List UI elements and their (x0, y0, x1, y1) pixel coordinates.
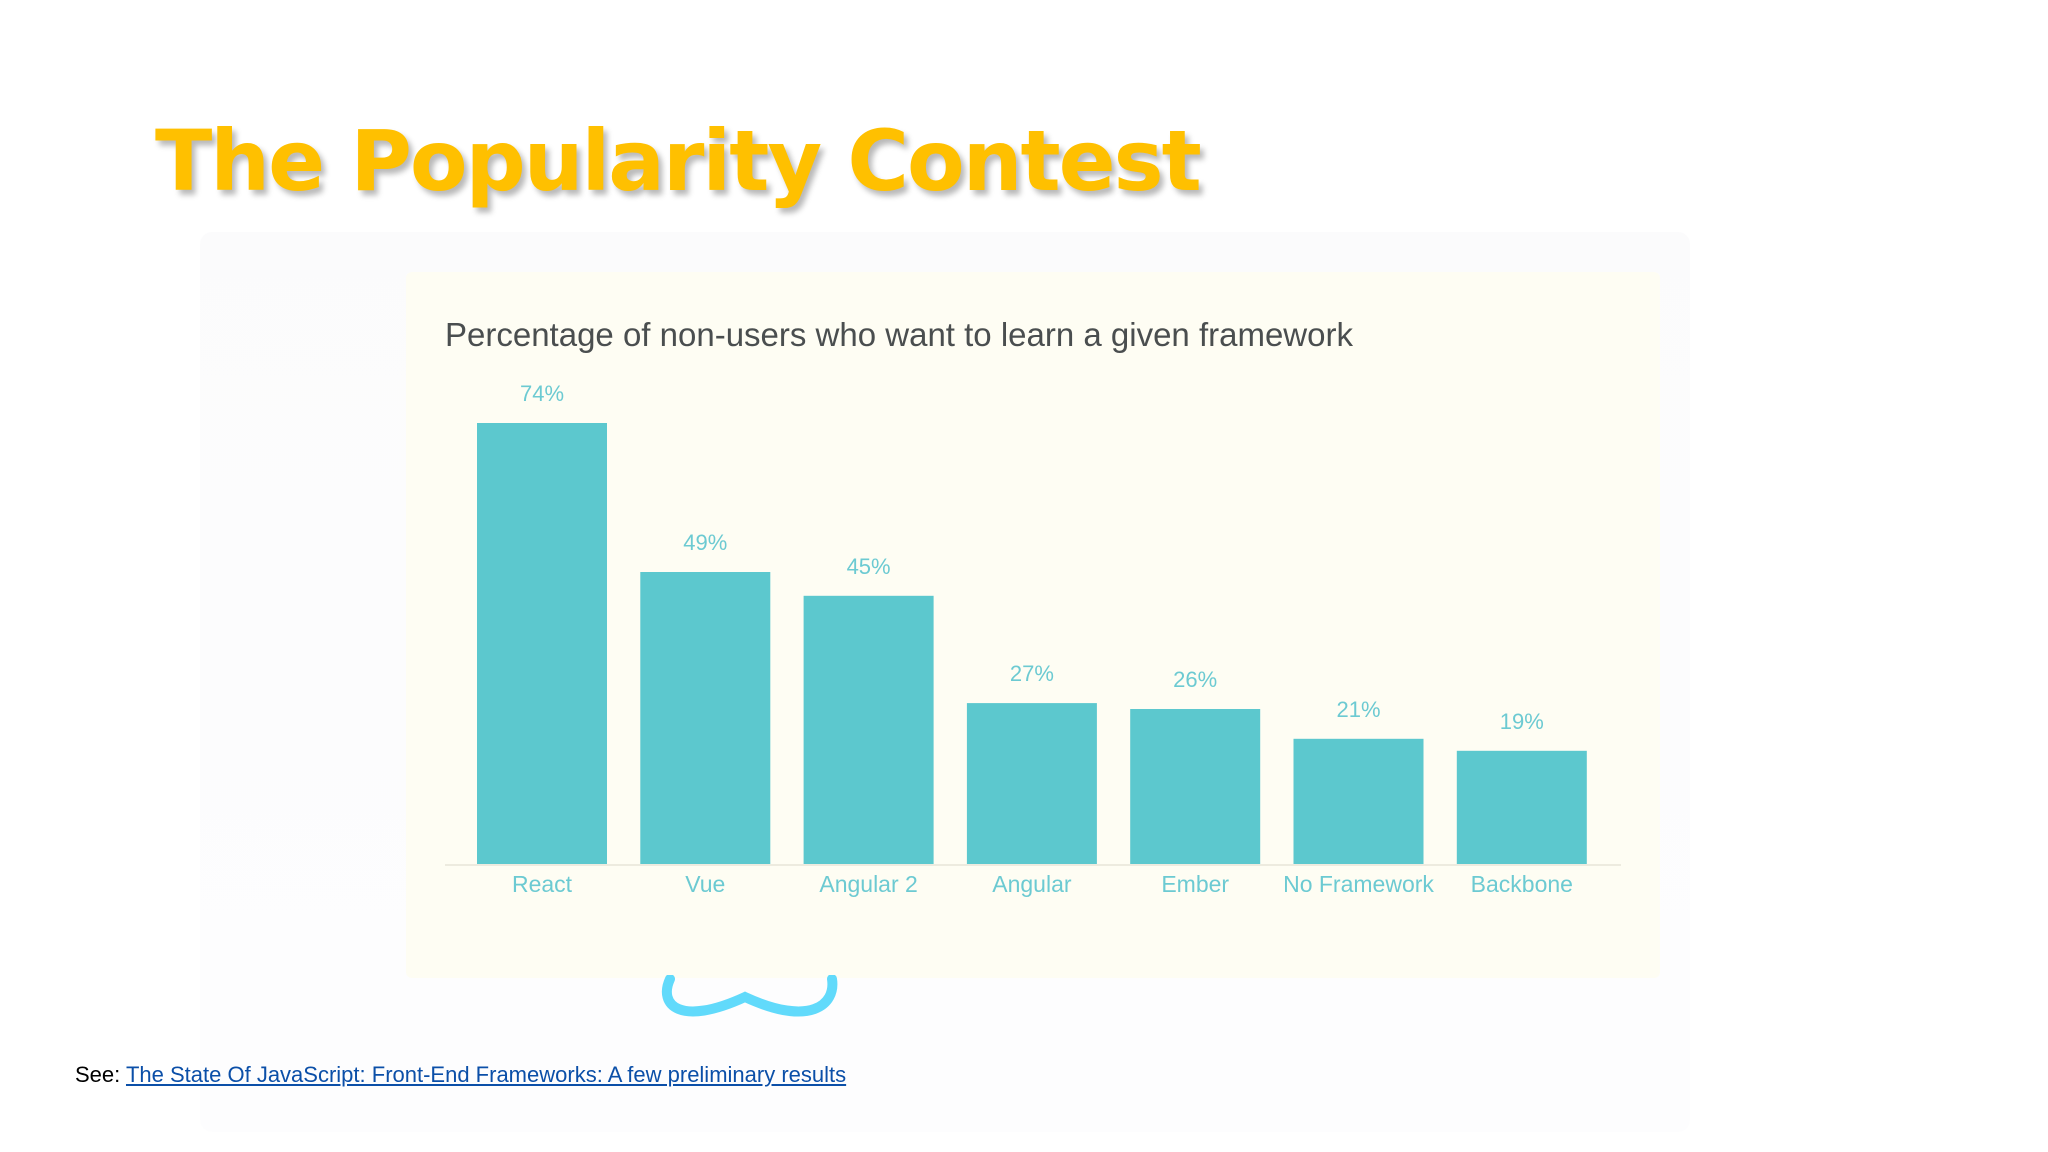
slide-title: The Popularity Contest (155, 112, 1202, 210)
bar-angular (966, 703, 1097, 864)
source-citation: See: The State Of JavaScript: Front-End … (75, 1062, 846, 1088)
source-prefix: See: (75, 1062, 126, 1087)
category-label-ember: Ember (1161, 871, 1229, 897)
value-label-ember: 26% (1173, 667, 1217, 692)
category-label-no-framework: No Framework (1283, 871, 1434, 897)
value-label-angular: 27% (1010, 661, 1054, 686)
react-logo-icon (661, 975, 838, 1017)
category-label-angular-2: Angular 2 (819, 871, 917, 897)
value-label-backbone: 19% (1500, 709, 1544, 734)
bar-angular-2 (803, 595, 934, 864)
chart-panel: Percentage of non-users who want to lear… (406, 272, 1660, 978)
source-link[interactable]: The State Of JavaScript: Front-End Frame… (125, 1062, 847, 1087)
bar-no-framework (1293, 738, 1424, 864)
value-label-no-framework: 21% (1336, 697, 1380, 722)
bar-chart: Percentage of non-users who want to lear… (445, 316, 1621, 897)
category-label-vue: Vue (685, 871, 725, 897)
category-label-react: React (512, 871, 573, 897)
chart-title: Percentage of non-users who want to lear… (445, 316, 1353, 353)
bar-vue (640, 572, 771, 864)
bar-backbone (1456, 750, 1587, 864)
bars-group: 74% React 49% Vue 45% Angular 2 27% Angular 26% E… (477, 381, 1587, 897)
value-label-vue: 49% (683, 530, 727, 555)
category-label-backbone: Backbone (1471, 871, 1573, 897)
category-label-angular: Angular (992, 871, 1072, 897)
value-label-react: 74% (520, 381, 564, 406)
value-label-angular-2: 45% (847, 554, 891, 579)
bar-react (477, 423, 607, 864)
bar-ember (1130, 709, 1261, 864)
